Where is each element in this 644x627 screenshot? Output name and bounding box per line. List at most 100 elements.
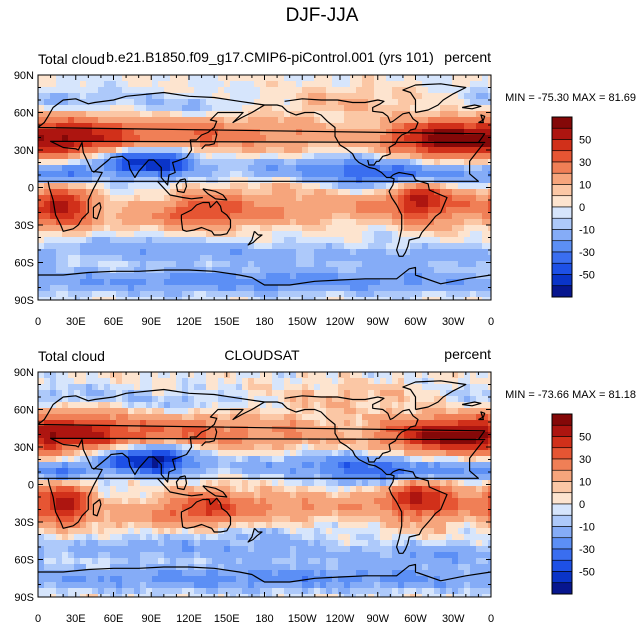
field-cell bbox=[218, 135, 225, 142]
field-cell bbox=[152, 462, 159, 469]
field-cell bbox=[98, 462, 105, 469]
field-cell bbox=[68, 450, 75, 457]
field-cell bbox=[296, 273, 303, 280]
field-cell bbox=[104, 408, 111, 415]
field-cell bbox=[362, 237, 369, 244]
field-cell bbox=[386, 249, 393, 256]
field-cell bbox=[92, 159, 99, 166]
field-cell bbox=[320, 177, 327, 184]
field-cell bbox=[176, 75, 183, 82]
field-cell bbox=[458, 201, 465, 208]
colorbar-box bbox=[551, 172, 573, 185]
x-tick-label: 150W bbox=[288, 316, 317, 328]
field-cell bbox=[56, 255, 63, 262]
field-cell bbox=[272, 105, 279, 112]
field-cell bbox=[230, 129, 237, 136]
field-cell bbox=[104, 267, 111, 274]
field-cell bbox=[284, 105, 291, 112]
field-cell bbox=[80, 165, 87, 172]
field-cell bbox=[50, 195, 57, 202]
field-cell bbox=[284, 225, 291, 232]
field-cell bbox=[302, 141, 309, 148]
field-cell bbox=[134, 408, 141, 415]
field-cell bbox=[50, 147, 57, 154]
field-cell bbox=[206, 183, 213, 190]
field-cell bbox=[470, 189, 477, 196]
field-cell bbox=[380, 93, 387, 100]
field-cell bbox=[380, 141, 387, 148]
field-cell bbox=[146, 213, 153, 220]
field-cell bbox=[140, 201, 147, 208]
field-cell bbox=[296, 75, 303, 82]
field-cell bbox=[422, 510, 429, 517]
field-cell bbox=[278, 207, 285, 214]
field-cell bbox=[98, 384, 105, 391]
field-cell bbox=[314, 177, 321, 184]
field-cell bbox=[278, 105, 285, 112]
field-cell bbox=[212, 480, 219, 487]
field-cell bbox=[98, 195, 105, 202]
field-cell bbox=[182, 516, 189, 523]
field-cell bbox=[290, 195, 297, 202]
field-cell bbox=[140, 420, 147, 427]
field-cell bbox=[170, 255, 177, 262]
field-cell bbox=[86, 468, 93, 475]
field-cell bbox=[254, 105, 261, 112]
field-cell bbox=[458, 408, 465, 415]
field-cell bbox=[404, 189, 411, 196]
field-cell bbox=[194, 159, 201, 166]
field-cell bbox=[410, 243, 417, 250]
field-cell bbox=[38, 438, 45, 445]
field-cell bbox=[140, 183, 147, 190]
field-cell bbox=[434, 189, 441, 196]
field-cell bbox=[74, 378, 81, 385]
field-cell bbox=[152, 81, 159, 88]
field-cell bbox=[86, 462, 93, 469]
field-cell bbox=[266, 297, 273, 300]
field-cell bbox=[332, 141, 339, 148]
field-cell bbox=[44, 480, 51, 487]
field-cell bbox=[224, 285, 231, 292]
field-cell bbox=[92, 492, 99, 499]
field-cell bbox=[146, 195, 153, 202]
field-cell bbox=[488, 510, 491, 517]
field-cell bbox=[140, 384, 147, 391]
field-cell bbox=[380, 243, 387, 250]
field-cell bbox=[98, 510, 105, 517]
field-cell bbox=[260, 213, 267, 220]
field-cell bbox=[140, 468, 147, 475]
field-cell bbox=[470, 243, 477, 250]
field-cell bbox=[380, 255, 387, 262]
field-cell bbox=[44, 390, 51, 397]
field-cell bbox=[116, 75, 123, 82]
field-cell bbox=[344, 255, 351, 262]
field-cell bbox=[392, 462, 399, 469]
field-cell bbox=[488, 480, 491, 487]
field-cell bbox=[104, 225, 111, 232]
field-cell bbox=[338, 510, 345, 517]
field-cell bbox=[476, 225, 483, 232]
field-cell bbox=[320, 279, 327, 286]
field-cell bbox=[476, 75, 483, 82]
field-cell bbox=[242, 225, 249, 232]
field-cell bbox=[434, 201, 441, 208]
field-cell bbox=[68, 492, 75, 499]
field-cell bbox=[356, 474, 363, 481]
field-cell bbox=[200, 450, 207, 457]
field-cell bbox=[374, 384, 381, 391]
field-cell bbox=[470, 111, 477, 118]
field-cell bbox=[278, 468, 285, 475]
field-cell bbox=[206, 225, 213, 232]
field-cell bbox=[152, 243, 159, 250]
field-cell bbox=[422, 237, 429, 244]
field-cell bbox=[50, 189, 57, 196]
field-cell bbox=[182, 141, 189, 148]
field-cell bbox=[482, 426, 489, 433]
field-cell bbox=[86, 384, 93, 391]
field-cell bbox=[326, 135, 333, 142]
field-cell bbox=[368, 432, 375, 439]
field-cell bbox=[398, 117, 405, 124]
field-cell bbox=[116, 255, 123, 262]
field-cell bbox=[140, 93, 147, 100]
field-cell bbox=[446, 195, 453, 202]
